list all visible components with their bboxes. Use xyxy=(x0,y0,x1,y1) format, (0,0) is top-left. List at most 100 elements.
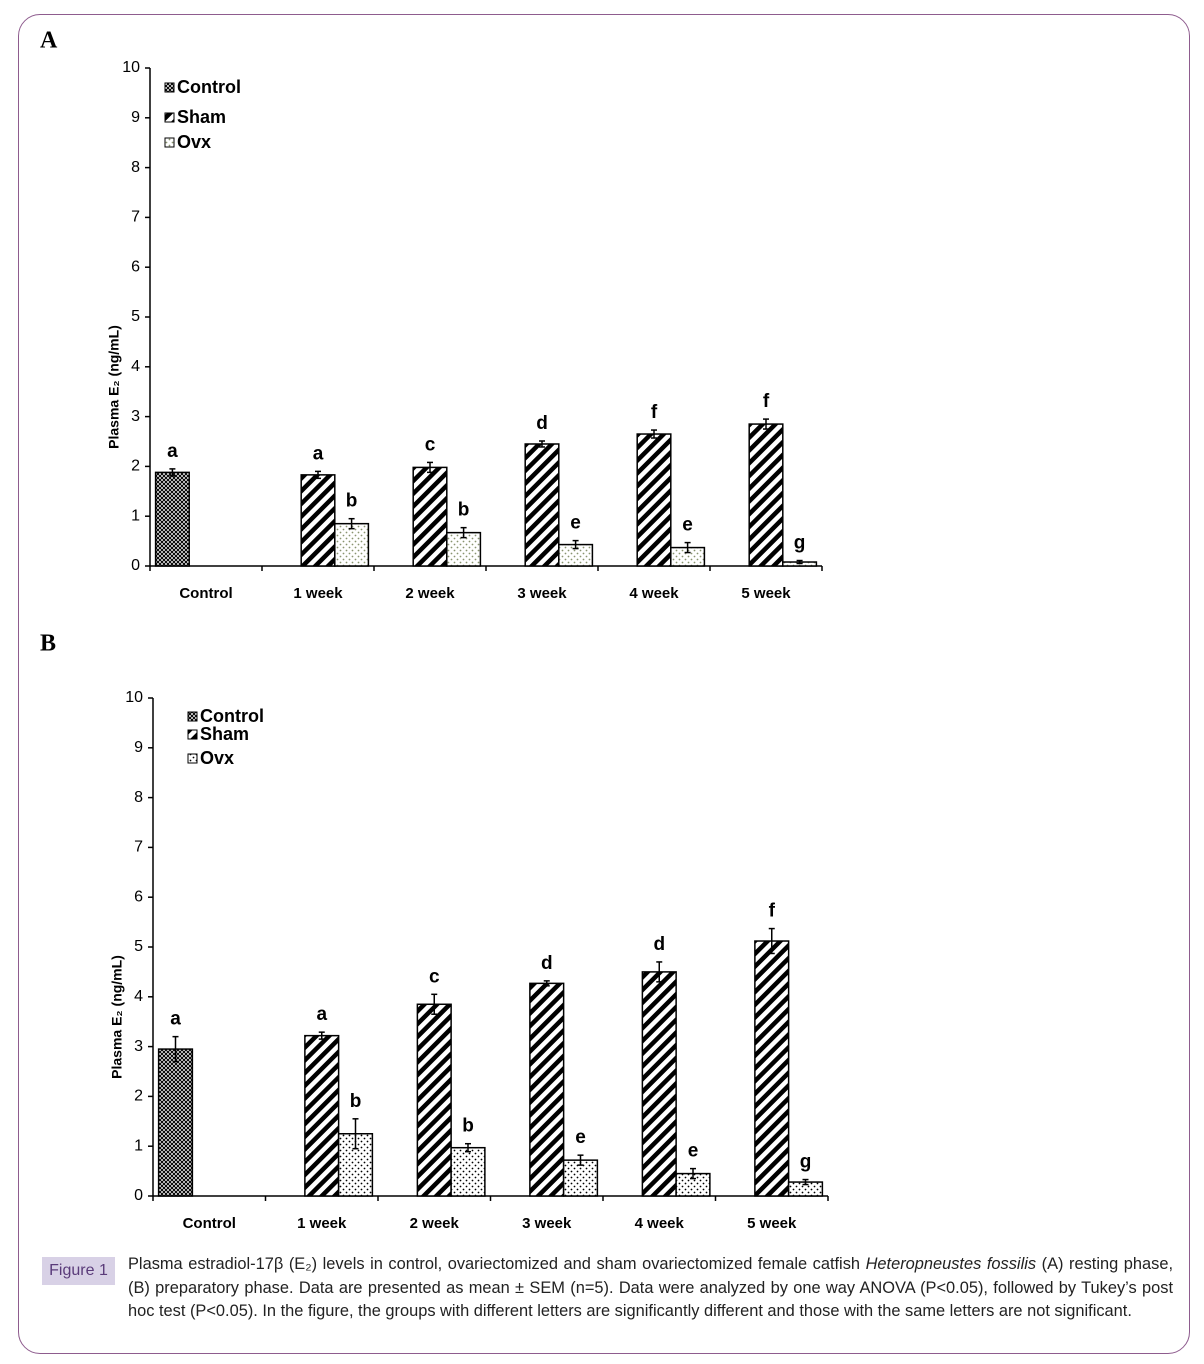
y-tick-label: 7 xyxy=(131,209,140,226)
significance-letter: a xyxy=(313,443,324,464)
y-tick-label: 9 xyxy=(131,109,140,126)
bar xyxy=(641,971,677,1197)
bar xyxy=(334,522,370,567)
panel-label: A xyxy=(40,28,58,54)
error-bar xyxy=(796,559,803,565)
x-tick-label: Control xyxy=(183,1215,236,1232)
error-bar xyxy=(763,418,769,430)
legend-label: Control xyxy=(200,706,264,726)
significance-letter: g xyxy=(794,533,806,554)
legend-swatch xyxy=(164,137,175,148)
error-bar xyxy=(460,526,467,539)
y-tick-label: 2 xyxy=(134,1088,143,1105)
bar xyxy=(416,1003,452,1197)
y-tick-label: 6 xyxy=(134,888,143,905)
error-bar xyxy=(431,993,438,1015)
significance-letter: c xyxy=(429,966,440,987)
y-tick-label: 3 xyxy=(131,408,140,425)
significance-letter: b xyxy=(462,1116,474,1137)
legend-label: Ovx xyxy=(200,748,234,768)
error-bar xyxy=(577,1154,584,1166)
bar xyxy=(748,423,784,567)
error-bar xyxy=(352,1118,359,1150)
x-tick-label: 1 week xyxy=(297,1215,347,1232)
significance-letter: f xyxy=(651,402,658,423)
legend-swatch xyxy=(187,729,198,740)
significance-letter: e xyxy=(688,1141,699,1162)
y-tick-label: 3 xyxy=(134,1038,143,1055)
significance-letter: c xyxy=(425,434,436,455)
significance-letter: f xyxy=(769,901,776,922)
figure-caption: Plasma estradiol-17β (E₂) levels in cont… xyxy=(128,1253,1173,1324)
y-tick-label: 4 xyxy=(131,358,140,375)
legend-label: Sham xyxy=(200,724,249,744)
x-tick-label: 3 week xyxy=(517,585,567,602)
significance-letter: a xyxy=(167,441,178,462)
significance-letter: a xyxy=(316,1004,327,1025)
x-tick-label: 4 week xyxy=(635,1215,685,1232)
y-axis-label: Plasma E₂ (ng/mL) xyxy=(106,325,122,449)
legend-swatch xyxy=(164,82,175,93)
error-bar xyxy=(543,980,550,987)
y-tick-label: 4 xyxy=(134,988,143,1005)
significance-letter: d xyxy=(541,953,553,974)
y-tick-label: 0 xyxy=(134,1187,143,1204)
error-bar xyxy=(802,1178,809,1186)
significance-letter: e xyxy=(575,1127,586,1148)
significance-letter: b xyxy=(346,491,358,512)
bar xyxy=(524,443,560,567)
x-tick-label: 3 week xyxy=(522,1215,572,1232)
legend-swatch xyxy=(164,112,175,123)
y-tick-label: 2 xyxy=(131,458,140,475)
significance-letter: e xyxy=(570,513,581,534)
error-bar xyxy=(651,429,657,439)
y-tick-label: 7 xyxy=(134,839,143,856)
legend-swatch xyxy=(187,711,198,722)
figure-label: Figure 1 xyxy=(42,1257,115,1285)
error-bar xyxy=(427,461,433,474)
legend-label: Sham xyxy=(177,107,226,127)
error-bar xyxy=(539,440,545,448)
bar xyxy=(754,940,790,1197)
figure-frame xyxy=(18,14,1190,1354)
error-bar xyxy=(572,539,579,550)
significance-letter: d xyxy=(536,413,548,434)
y-tick-label: 5 xyxy=(131,308,140,325)
error-bar xyxy=(318,1031,325,1040)
caption-species: Heteropneustes fossilis xyxy=(865,1255,1037,1273)
caption-text: (A) resting phase, (B) preparatory phase… xyxy=(128,1255,1173,1320)
x-tick-label: 1 week xyxy=(293,585,343,602)
error-bar xyxy=(656,961,663,983)
error-bar xyxy=(465,1142,471,1153)
bar xyxy=(300,474,336,567)
bar xyxy=(154,471,190,567)
error-bar xyxy=(315,470,321,480)
x-tick-label: Control xyxy=(179,585,232,602)
error-bar xyxy=(684,541,691,554)
y-axis-label: Plasma E₂ (ng/mL) xyxy=(109,955,125,1079)
x-tick-label: 2 week xyxy=(405,585,455,602)
y-tick-label: 10 xyxy=(125,689,143,706)
caption-text: Plasma estradiol-17β (E₂) levels in cont… xyxy=(128,1255,866,1273)
error-bar xyxy=(768,927,775,955)
significance-letter: b xyxy=(458,500,470,521)
significance-letter: a xyxy=(170,1009,181,1030)
bar xyxy=(304,1034,340,1197)
y-tick-label: 8 xyxy=(134,789,143,806)
significance-letter: b xyxy=(350,1091,362,1112)
y-tick-label: 8 xyxy=(131,159,140,176)
significance-letter: f xyxy=(763,391,770,412)
y-tick-label: 9 xyxy=(134,739,143,756)
bar xyxy=(412,466,448,567)
legend-swatch xyxy=(187,753,198,764)
legend-label: Ovx xyxy=(177,132,211,152)
error-bar xyxy=(348,517,355,530)
error-bar xyxy=(690,1167,696,1180)
legend-label: Control xyxy=(177,77,241,97)
y-tick-label: 6 xyxy=(131,258,140,275)
x-tick-label: 2 week xyxy=(410,1215,460,1232)
x-tick-label: 5 week xyxy=(747,1215,797,1232)
x-tick-label: 5 week xyxy=(741,585,791,602)
